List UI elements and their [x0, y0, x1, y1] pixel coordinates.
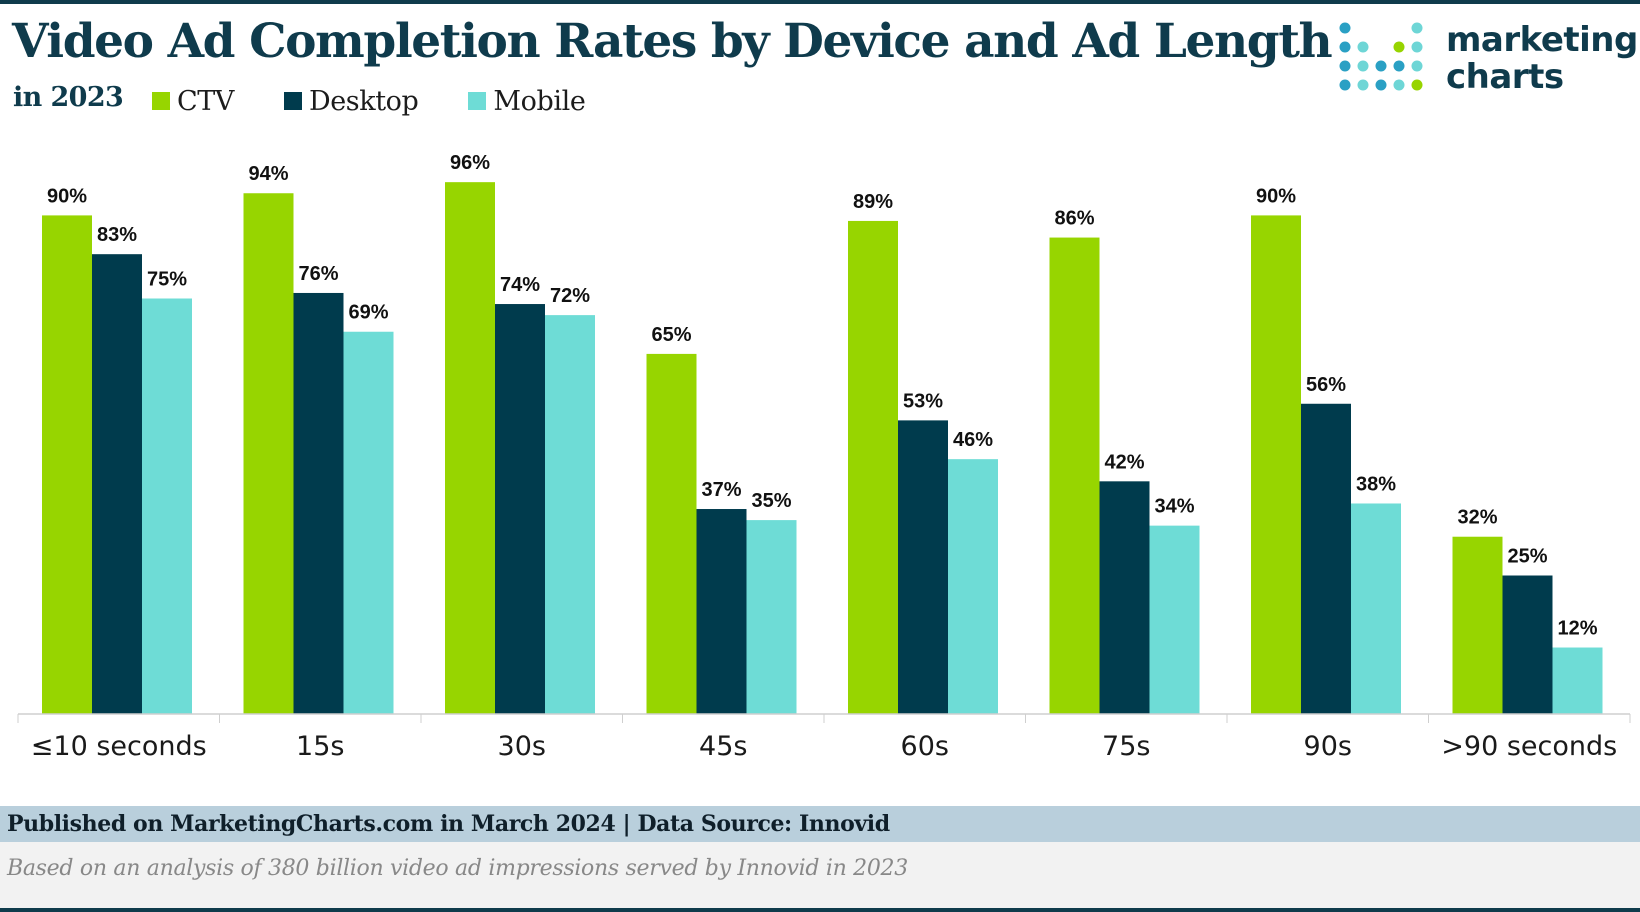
x-tick-label: 45s: [699, 731, 747, 762]
top-rule: [0, 0, 1640, 4]
bar-ctv: [646, 353, 697, 714]
logo-dot: [1339, 41, 1351, 53]
data-label-mobile: 38%: [1356, 473, 1396, 495]
bar-desktop: [1301, 403, 1351, 714]
legend-label-mobile: Mobile: [493, 85, 586, 117]
data-label-ctv: 86%: [1054, 208, 1094, 230]
legend-label-desktop: Desktop: [308, 85, 419, 117]
logo-dot: [1339, 22, 1351, 34]
bar-desktop: [898, 420, 948, 714]
chart-subtitle: in 2023: [13, 82, 124, 113]
legend-item-desktop: Desktop: [283, 85, 419, 117]
legend-swatch-desktop: [283, 92, 302, 110]
bar-ctv: [1251, 215, 1301, 714]
bar-desktop: [696, 509, 747, 714]
bar-mobile: [1149, 525, 1200, 714]
footer-note-area: Based on an analysis of 380 billion vide…: [0, 842, 1640, 908]
data-label-ctv: 96%: [450, 152, 490, 174]
data-label-mobile: 35%: [751, 490, 791, 512]
bar-mobile: [1552, 647, 1603, 714]
data-label-mobile: 75%: [147, 269, 187, 291]
data-label-mobile: 34%: [1154, 496, 1194, 518]
data-label-mobile: 72%: [550, 285, 590, 307]
legend-label-ctv: CTV: [177, 85, 234, 117]
bar-ctv: [42, 215, 92, 714]
x-tick-label: 60s: [901, 731, 949, 762]
bar-desktop: [1099, 481, 1150, 714]
bar-chart: 90% 83% 75% ≤10 seconds 94% 76% 69% 15s 96% 74% 72…: [17, 152, 1631, 762]
data-label-desktop: 53%: [903, 390, 943, 412]
data-label-desktop: 37%: [701, 479, 741, 501]
logo-dot: [1411, 22, 1423, 34]
logo-dot: [1375, 60, 1387, 72]
bar-mobile: [1351, 503, 1401, 714]
data-label-desktop: 74%: [500, 274, 540, 296]
logo-dot: [1339, 79, 1351, 91]
logo-dot: [1411, 60, 1423, 72]
x-tick-label: 90s: [1304, 731, 1352, 762]
bar-mobile: [142, 298, 192, 714]
logo-dot: [1357, 79, 1369, 91]
methodology-note: Based on an analysis of 380 billion vide…: [7, 856, 908, 881]
x-tick-label: 75s: [1102, 731, 1150, 762]
bar-mobile: [343, 331, 394, 714]
x-tick-label: ≤10 seconds: [31, 731, 207, 762]
bar-mobile: [545, 315, 595, 714]
bar-desktop: [495, 304, 545, 714]
legend-swatch-mobile: [468, 92, 487, 110]
published-source-text: Published on MarketingCharts.com in Marc…: [7, 811, 890, 837]
data-label-ctv: 89%: [853, 191, 893, 213]
logo-dots-icon: [1339, 22, 1423, 91]
data-label-ctv: 90%: [47, 185, 87, 207]
bottom-rule: [0, 908, 1640, 912]
logo-dot: [1357, 41, 1369, 53]
legend-swatch-ctv: [152, 92, 170, 110]
data-label-ctv: 90%: [1256, 185, 1296, 207]
bar-ctv: [1452, 536, 1503, 714]
bar-ctv: [1049, 237, 1100, 714]
footer-source-bar: Published on MarketingCharts.com in Marc…: [0, 806, 1640, 842]
logo-dot: [1375, 79, 1387, 91]
data-label-mobile: 46%: [953, 429, 993, 451]
legend-item-ctv: CTV: [152, 86, 234, 117]
x-tick-label: 30s: [498, 731, 546, 762]
x-tick-label: 15s: [296, 731, 344, 762]
bar-mobile: [948, 459, 998, 714]
marketingcharts-logo: marketing charts: [1336, 20, 1638, 104]
bar-mobile: [746, 520, 797, 714]
legend: CTV Desktop Mobile: [152, 83, 635, 119]
data-label-desktop: 83%: [97, 224, 137, 246]
bar-ctv: [445, 182, 495, 714]
logo-wordmark: marketing charts: [1446, 22, 1638, 96]
data-label-ctv: 65%: [651, 324, 691, 346]
logo-dot: [1393, 41, 1405, 53]
data-label-ctv: 32%: [1457, 507, 1497, 529]
logo-dot: [1393, 79, 1405, 91]
bar-ctv: [243, 193, 294, 715]
bar-desktop: [1502, 575, 1553, 714]
data-label-desktop: 25%: [1507, 546, 1547, 568]
x-tick-label: >90 seconds: [1441, 731, 1617, 762]
logo-dot: [1411, 79, 1423, 91]
data-label-desktop: 56%: [1306, 374, 1346, 396]
logo-line-1: marketing: [1446, 20, 1638, 60]
bar-desktop: [293, 292, 344, 714]
chart-title: Video Ad Completion Rates by Device and …: [12, 14, 1333, 69]
logo-dot: [1339, 60, 1351, 72]
logo-dot: [1393, 60, 1405, 72]
bar-desktop: [92, 254, 142, 714]
data-label-mobile: 69%: [348, 302, 388, 324]
bar-ctv: [848, 220, 898, 714]
data-label-ctv: 94%: [248, 163, 288, 185]
logo-dot: [1357, 60, 1369, 72]
data-label-desktop: 42%: [1104, 451, 1144, 473]
logo-dot: [1411, 41, 1423, 53]
data-label-desktop: 76%: [298, 263, 338, 285]
legend-item-mobile: Mobile: [468, 85, 586, 117]
data-label-mobile: 12%: [1557, 618, 1597, 640]
logo-line-2: charts: [1446, 57, 1564, 97]
